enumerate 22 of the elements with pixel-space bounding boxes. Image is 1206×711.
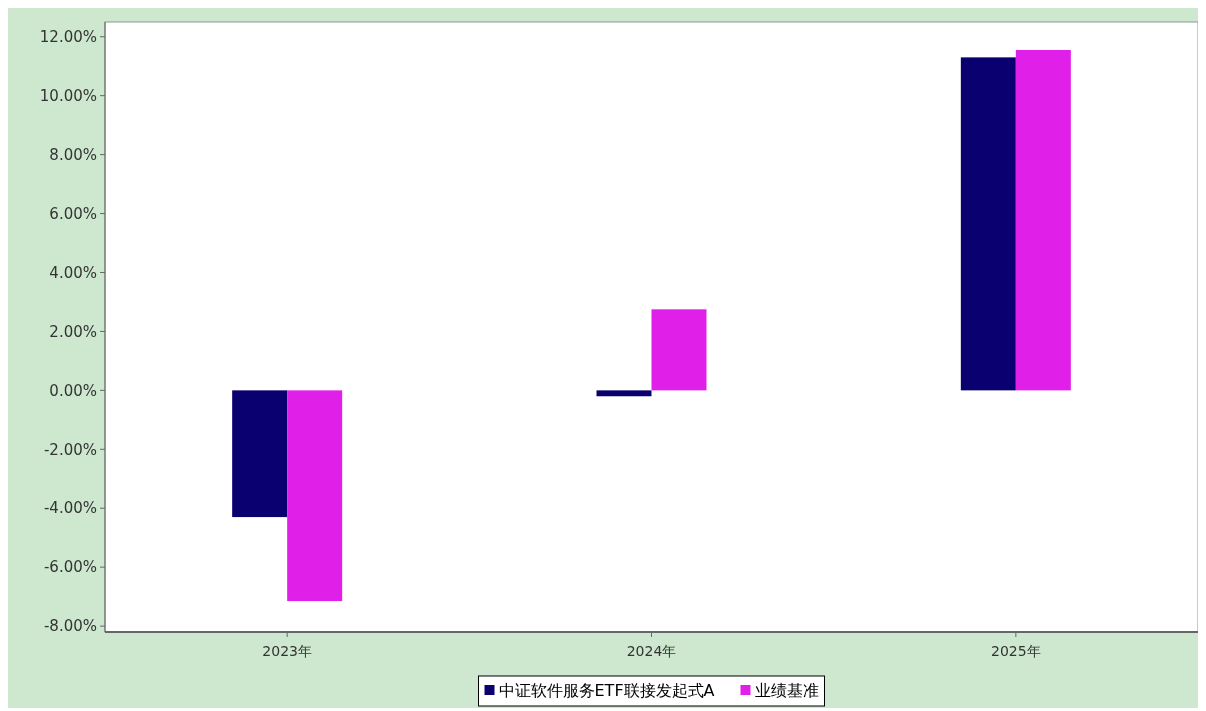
bar	[651, 309, 707, 391]
x-tick-label: 2025年	[991, 643, 1041, 659]
legend-label: 业绩基准	[754, 681, 819, 700]
y-tick-label: 10.00%	[39, 86, 97, 105]
y-tick-label: -4.00%	[43, 499, 97, 518]
y-tick-label: 12.00%	[39, 27, 97, 46]
x-tick-label: 2024年	[626, 643, 677, 659]
y-tick-label: 4.00%	[49, 263, 97, 282]
legend-label: 中证软件服务ETF联接发起式A	[498, 681, 715, 700]
bar	[960, 57, 1016, 391]
bar	[287, 390, 343, 602]
y-tick-label: -8.00%	[43, 617, 97, 636]
bar	[1015, 50, 1071, 391]
y-tick-label: 2.00%	[49, 322, 97, 341]
y-tick-label: -6.00%	[43, 558, 97, 577]
x-tick-label: 2023年	[262, 643, 312, 659]
bar	[232, 390, 288, 518]
y-tick-label: 6.00%	[49, 204, 97, 223]
bar	[596, 390, 652, 397]
y-tick-label: 8.00%	[49, 145, 97, 164]
y-tick-label: -2.00%	[43, 440, 97, 459]
y-tick-label: 0.00%	[49, 381, 97, 400]
